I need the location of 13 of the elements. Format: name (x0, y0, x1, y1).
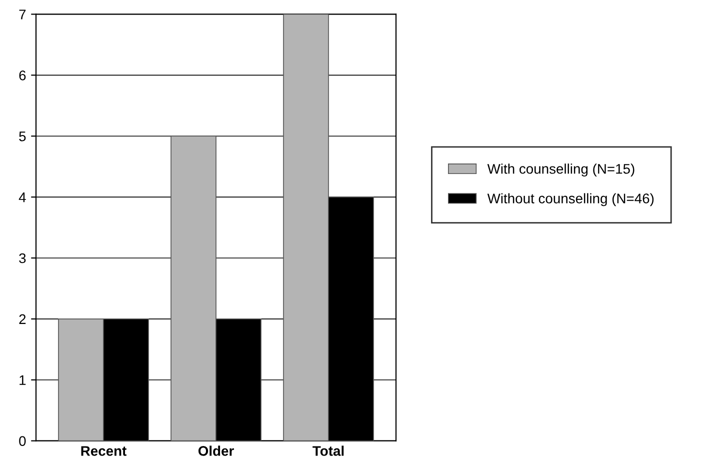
y-tick-label: 3 (19, 253, 26, 264)
y-tick-label: 1 (20, 375, 26, 385)
y-tick-label: 6 (19, 70, 26, 80)
x-tick-label: Total (312, 446, 344, 456)
legend-label: Without counselling (N=46) (487, 193, 654, 206)
y-tick-label: 5 (19, 132, 26, 142)
y-tick-label: 2 (19, 314, 26, 324)
y-tick-label: 4 (18, 192, 26, 202)
y-tick-label: 0 (19, 436, 26, 446)
legend-label: With counselling (N=15) (487, 164, 634, 177)
y-tick-label: 7 (19, 10, 26, 20)
x-tick-label: Recent (81, 446, 126, 456)
x-tick-label: Older (198, 446, 234, 456)
